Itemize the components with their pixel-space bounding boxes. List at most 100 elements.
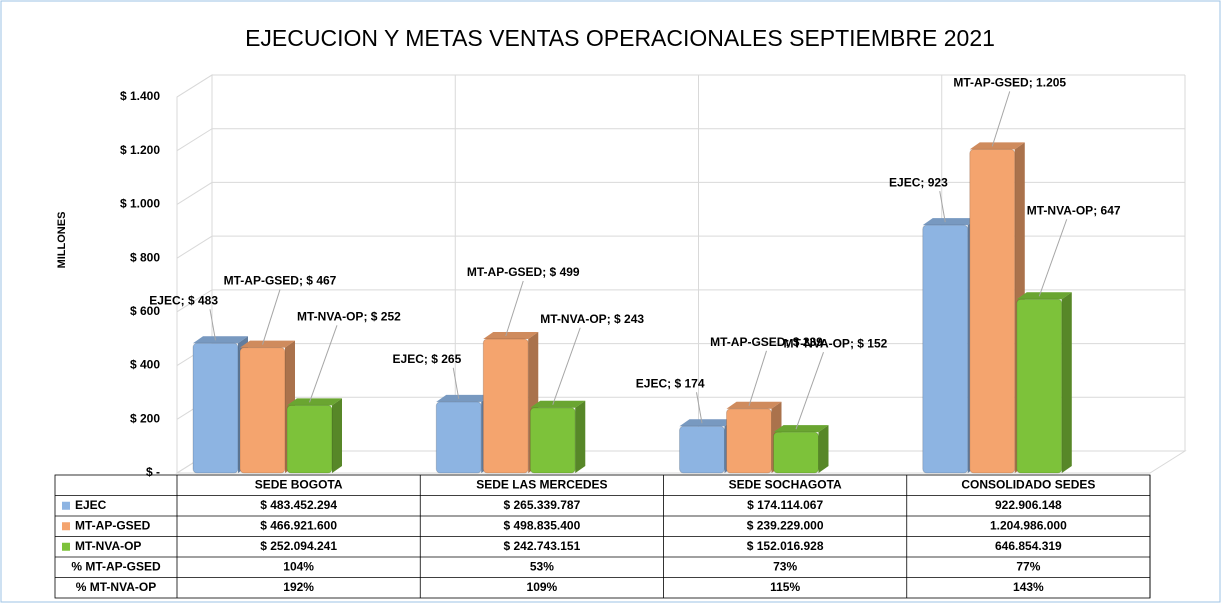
legend-swatch <box>62 542 70 551</box>
y-tick-label: $ 600 <box>130 304 160 318</box>
table-cell: 922.906.148 <box>995 498 1062 512</box>
table-row-label: EJEC <box>75 498 107 512</box>
data-label: MT-NVA-OP; 647 <box>1027 203 1121 217</box>
bar-side <box>575 400 586 473</box>
bar-front <box>679 425 725 474</box>
bar-side <box>332 398 342 473</box>
data-label: EJEC; 923 <box>889 175 948 189</box>
bar-top <box>1016 292 1072 300</box>
data-label: MT-AP-GSED; $ 239 <box>710 335 823 349</box>
grid-line <box>176 128 1185 152</box>
grid-line <box>176 181 1185 205</box>
bar-front <box>1016 298 1063 474</box>
data-label: MT-AP-GSED; 1.205 <box>953 76 1066 90</box>
bar-front <box>482 338 529 474</box>
bar-top <box>726 401 782 409</box>
y-tick-label: $ 200 <box>130 411 160 425</box>
table-header: SEDE LAS MERCEDES <box>476 477 607 491</box>
bar-top-shade <box>773 425 829 433</box>
data-label: MT-NVA-OP; $ 152 <box>784 336 888 350</box>
bar-top <box>287 398 342 406</box>
table-cell: $ 265.339.787 <box>504 498 581 512</box>
table-header: SEDE BOGOTA <box>255 477 343 491</box>
bar-top-shade <box>193 336 248 344</box>
bar-top <box>773 425 829 433</box>
table-cell: $ 483.452.294 <box>260 498 337 512</box>
table-row-label: % MT-NVA-OP <box>76 580 156 594</box>
bar-front <box>969 148 1016 474</box>
bar-top <box>240 340 295 348</box>
legend-swatch <box>62 522 70 531</box>
y-tick-label: $ 400 <box>130 358 160 372</box>
bar-side-shade <box>818 425 829 473</box>
table-cell: $ 498.835.400 <box>504 518 581 532</box>
y-tick-label: $ 1.200 <box>120 143 160 157</box>
bar-front <box>192 342 239 474</box>
bar-front <box>435 401 482 474</box>
bar-side-shade <box>1061 292 1072 473</box>
y-tick-label: $ - <box>146 465 160 479</box>
table-cell: $ 252.094.241 <box>260 539 337 553</box>
bar-front <box>239 347 286 474</box>
table-cell: 53% <box>530 559 554 573</box>
bar-top-shade <box>436 394 492 402</box>
data-label: EJEC; $ 174 <box>636 376 705 390</box>
leader-line <box>795 352 824 430</box>
table-cell: 115% <box>770 580 800 594</box>
y-tick-label: $ 1.000 <box>120 197 160 211</box>
leader-line <box>505 280 524 337</box>
table-cell: $ 174.114.067 <box>747 498 823 512</box>
table-cell: 73% <box>773 559 797 573</box>
grid-line <box>176 289 1185 313</box>
leader-line <box>209 309 216 341</box>
bar-side <box>818 425 829 473</box>
bar-top-shade <box>287 398 342 406</box>
data-label: MT-NVA-OP; $ 252 <box>297 309 401 323</box>
table-row-label: MT-AP-GSED <box>75 518 151 532</box>
bar-top <box>193 336 248 344</box>
bar-top <box>969 142 1025 150</box>
bar-front <box>286 404 333 474</box>
bar-front <box>773 431 819 474</box>
leader-line <box>696 392 703 424</box>
bar-top-shade <box>969 142 1025 150</box>
chart-title: EJECUCION Y METAS VENTAS OPERACIONALES S… <box>245 25 995 51</box>
table-cell: $ 242.743.151 <box>504 539 581 553</box>
data-label: MT-NVA-OP; $ 243 <box>540 312 644 326</box>
bar-top <box>922 218 978 226</box>
y-tick-label: $ 800 <box>130 250 160 264</box>
bar-side-shade <box>332 398 342 473</box>
bar <box>1016 292 1072 474</box>
table-header: CONSOLIDADO SEDES <box>961 477 1095 491</box>
bar-front <box>726 408 772 474</box>
bar-top-shade <box>922 218 978 226</box>
data-label: MT-AP-GSED; $ 467 <box>224 274 337 288</box>
legend-swatch <box>62 501 70 510</box>
y-tick-label: $ 1.400 <box>120 89 160 103</box>
table-cell: 143% <box>1013 580 1044 594</box>
data-label: MT-AP-GSED; $ 499 <box>467 265 580 279</box>
table-header: SEDE SOCHAGOTA <box>729 477 842 491</box>
leader-line <box>991 91 1011 147</box>
bar-top-shade <box>240 340 295 348</box>
bar-top <box>436 394 492 402</box>
table-cell: 646.854.319 <box>995 539 1062 553</box>
table-cell: 1.204.986.000 <box>990 518 1067 532</box>
bar-top-shade <box>483 331 539 339</box>
table-cell: 192% <box>283 580 314 594</box>
table-cell: 77% <box>1016 559 1040 573</box>
bar-top-shade <box>530 400 586 408</box>
bar-top-shade <box>726 401 782 409</box>
table-row-label: MT-NVA-OP <box>75 539 141 553</box>
bar <box>529 400 586 474</box>
bar-top-shade <box>679 419 735 427</box>
data-label: EJEC; $ 483 <box>149 293 218 307</box>
grid-line <box>176 235 1185 259</box>
leader-line <box>309 325 338 403</box>
leader-line <box>748 350 767 406</box>
data-label: EJEC; $ 265 <box>393 352 462 366</box>
bar-top <box>530 400 586 408</box>
bar <box>773 425 829 474</box>
leader-line <box>452 367 460 399</box>
